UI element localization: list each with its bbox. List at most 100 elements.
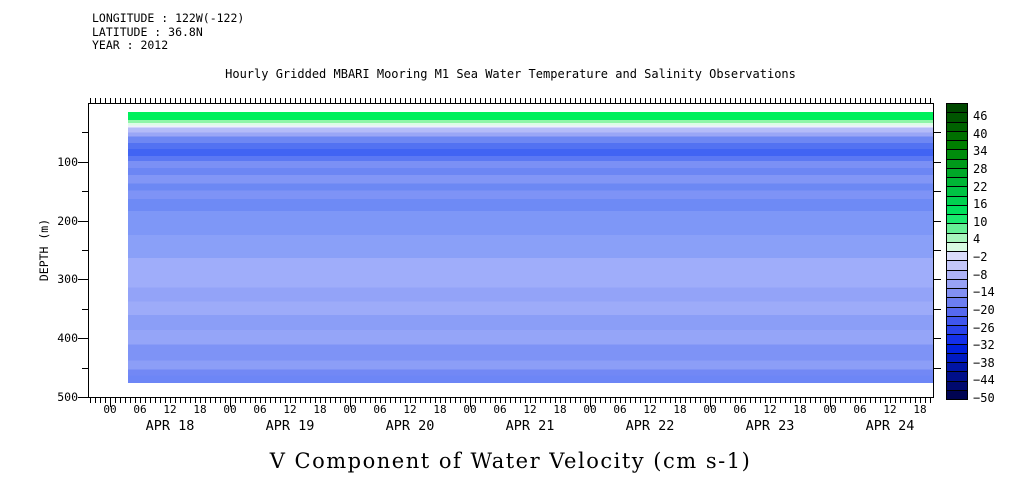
colorbar-segment (947, 315, 967, 325)
x-axis-top-tick (355, 98, 356, 103)
x-axis-minor-tick (205, 397, 206, 403)
x-axis-hour-label: 00 (703, 403, 717, 416)
colorbar-segment (947, 214, 967, 224)
x-axis-minor-tick (390, 397, 391, 403)
x-axis-top-tick (145, 98, 146, 103)
x-axis-minor-tick (665, 397, 666, 403)
x-axis-top-tick (465, 98, 466, 103)
x-axis-minor-tick (95, 397, 96, 403)
x-axis-top-tick (215, 98, 216, 103)
x-axis-top-tick (800, 98, 801, 103)
x-axis-top-tick (570, 98, 571, 103)
x-axis-minor-tick (625, 397, 626, 403)
x-axis-minor-tick (620, 397, 621, 403)
colorbar-tick-label: −32 (973, 338, 995, 353)
colorbar-segment (947, 121, 967, 131)
x-axis-minor-tick (645, 397, 646, 403)
colorbar-segment (947, 352, 967, 362)
x-axis-hour-label: 06 (613, 403, 627, 416)
x-axis-top-tick (605, 98, 606, 103)
x-axis-minor-tick (510, 397, 511, 403)
x-axis-top-tick (160, 98, 161, 103)
x-axis-minor-tick (660, 397, 661, 403)
x-axis-top-tick (180, 98, 181, 103)
x-axis-minor-tick (210, 397, 211, 403)
colorbar-segment (947, 334, 967, 344)
x-axis-top-tick (175, 98, 176, 103)
x-axis-minor-tick (140, 397, 141, 403)
x-axis-minor-tick (125, 397, 126, 403)
x-axis-top-tick (925, 98, 926, 103)
year-text: YEAR : 2012 (92, 38, 169, 52)
x-axis-top-tick (600, 98, 601, 103)
x-axis-top-tick (860, 98, 861, 103)
colorbar-tick-label: −2 (973, 250, 988, 264)
x-axis-minor-tick (605, 397, 606, 403)
x-axis-top-tick (510, 98, 511, 103)
x-axis-minor-tick (320, 397, 321, 403)
x-axis-minor-tick (440, 397, 441, 403)
x-axis-top-tick (380, 98, 381, 103)
x-axis-hour-label: 18 (193, 403, 207, 416)
colorbar-segment (947, 389, 967, 399)
x-axis-minor-tick (275, 397, 276, 403)
x-axis-top-tick (760, 98, 761, 103)
x-axis-minor-tick (915, 397, 916, 403)
x-axis-minor-tick (165, 397, 166, 403)
x-axis-minor-tick (775, 397, 776, 403)
x-axis-top-tick (835, 98, 836, 103)
x-axis-day-label: APR 24 (865, 418, 915, 434)
x-axis-hour-label: 18 (913, 403, 927, 416)
x-axis-top-tick (725, 98, 726, 103)
x-axis-top-tick (255, 98, 256, 103)
x-axis-minor-tick (525, 397, 526, 403)
x-axis-minor-tick (585, 397, 586, 403)
x-axis-minor-tick (530, 397, 531, 403)
x-axis-top-tick (230, 98, 231, 103)
x-axis-top-tick (795, 98, 796, 103)
x-axis-top-tick (660, 98, 661, 103)
y-axis-major-tick (78, 338, 88, 340)
x-axis-top-tick (910, 98, 911, 103)
colorbar-segment (947, 251, 967, 261)
x-axis-minor-tick (290, 397, 291, 403)
y-axis-right-tick (933, 132, 941, 134)
x-axis-hour-label: 06 (253, 403, 267, 416)
x-axis-minor-tick (740, 397, 741, 403)
metadata-block: LONGITUDE : 122W(-122) LATITUDE : 36.8N … (92, 11, 244, 53)
x-axis-minor-tick (835, 397, 836, 403)
x-axis-minor-tick (145, 397, 146, 403)
x-axis-top-tick (325, 98, 326, 103)
x-axis-hour-label: 06 (853, 403, 867, 416)
x-axis-minor-tick (100, 397, 101, 403)
x-axis-hour-label: 06 (733, 403, 747, 416)
x-axis-minor-tick (580, 397, 581, 403)
x-axis-top-tick (190, 98, 191, 103)
x-axis-minor-tick (325, 397, 326, 403)
colorbar-tick-label: −20 (973, 302, 995, 317)
x-axis-minor-tick (130, 397, 131, 403)
x-axis-top-tick (635, 98, 636, 103)
x-axis-top-tick (125, 98, 126, 103)
x-axis-top-tick (590, 98, 591, 103)
x-axis-top-tick (400, 98, 401, 103)
x-axis-top-tick (560, 98, 561, 103)
x-axis-top-tick (365, 98, 366, 103)
x-axis-minor-tick (925, 397, 926, 403)
x-axis-minor-tick (105, 397, 106, 403)
x-axis-top-tick (805, 98, 806, 103)
x-axis-minor-tick (455, 397, 456, 403)
x-axis-minor-tick (195, 397, 196, 403)
x-axis-minor-tick (540, 397, 541, 403)
x-axis-minor-tick (245, 397, 246, 403)
x-axis-top-tick (405, 98, 406, 103)
x-axis-top-tick (90, 98, 91, 103)
x-axis-top-tick (195, 98, 196, 103)
x-axis-minor-tick (615, 397, 616, 403)
x-axis-top-tick (680, 98, 681, 103)
x-axis-hour-label: 12 (163, 403, 177, 416)
x-axis-minor-tick (780, 397, 781, 403)
y-axis-label: 200 (57, 213, 78, 228)
x-axis-top-tick (875, 98, 876, 103)
x-axis-top-tick (550, 98, 551, 103)
